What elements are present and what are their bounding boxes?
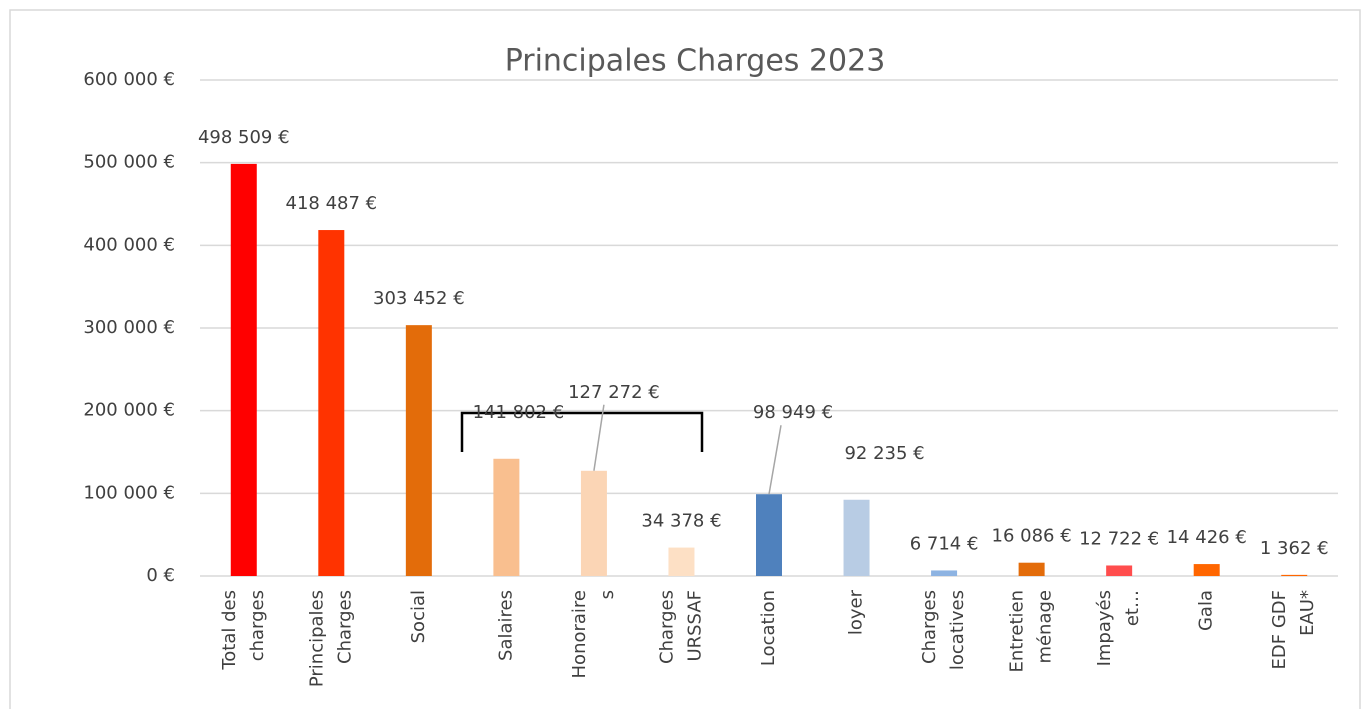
y-tick-label: 500 000 €: [83, 152, 175, 173]
bar: [1281, 574, 1308, 576]
bracket: [460, 411, 704, 452]
bar: [1193, 564, 1220, 576]
x-tick-label: Charges URSSAF: [656, 590, 705, 664]
x-tick-label: Entretien ménage: [1007, 590, 1056, 672]
data-label: 498 509 €: [198, 127, 290, 148]
x-tick-label: Honoraire s: [569, 590, 618, 678]
x-tick-label: Principales Charges: [306, 590, 355, 687]
bar: [318, 230, 345, 576]
bar: [668, 547, 695, 576]
bar: [756, 494, 782, 576]
data-label: 141 802 €: [473, 402, 565, 423]
y-tick-label: 400 000 €: [83, 234, 175, 255]
x-tick-label: Charges locatives: [919, 590, 968, 670]
data-label: 418 487 €: [286, 193, 378, 214]
chart-title: Principales Charges 2023: [505, 44, 886, 79]
bar: [405, 325, 432, 576]
x-tick-label: Total des charges: [219, 590, 268, 671]
data-label: 303 452 €: [373, 288, 465, 309]
bar: [843, 499, 870, 576]
y-tick-label: 100 000 €: [83, 482, 175, 503]
x-tick-label: loyer: [846, 589, 867, 635]
y-tick-label: 200 000 €: [83, 400, 175, 421]
x-tick-label: Social: [408, 590, 429, 643]
bar: [493, 458, 520, 576]
data-label: 16 086 €: [992, 526, 1072, 547]
y-tick-label: 0 €: [146, 565, 175, 586]
y-tick-label: 600 000 €: [83, 69, 175, 90]
data-label: 127 272 €: [568, 382, 660, 403]
leader-line: [593, 404, 605, 471]
data-label: 98 949 €: [753, 402, 833, 423]
x-tick-label: EDF GDF EAU*: [1269, 590, 1318, 669]
data-label: 34 378 €: [641, 511, 721, 532]
leader-line: [768, 425, 782, 495]
data-label: 6 714 €: [910, 533, 979, 554]
bar: [580, 470, 607, 576]
data-label: 92 235 €: [844, 443, 924, 464]
x-tick-label: Impayés et…: [1094, 590, 1143, 666]
data-label: 14 426 €: [1167, 527, 1247, 548]
x-tick-label: Salaires: [495, 590, 516, 661]
x-tick-label: Location: [758, 590, 779, 666]
y-tick-label: 300 000 €: [83, 317, 175, 338]
bar: [931, 570, 958, 576]
bar: [230, 163, 257, 576]
bar: [1106, 565, 1133, 576]
data-label: 1 362 €: [1260, 538, 1329, 559]
data-label: 12 722 €: [1079, 528, 1159, 549]
x-tick-label: Gala: [1196, 590, 1217, 631]
bar: [1018, 562, 1045, 576]
